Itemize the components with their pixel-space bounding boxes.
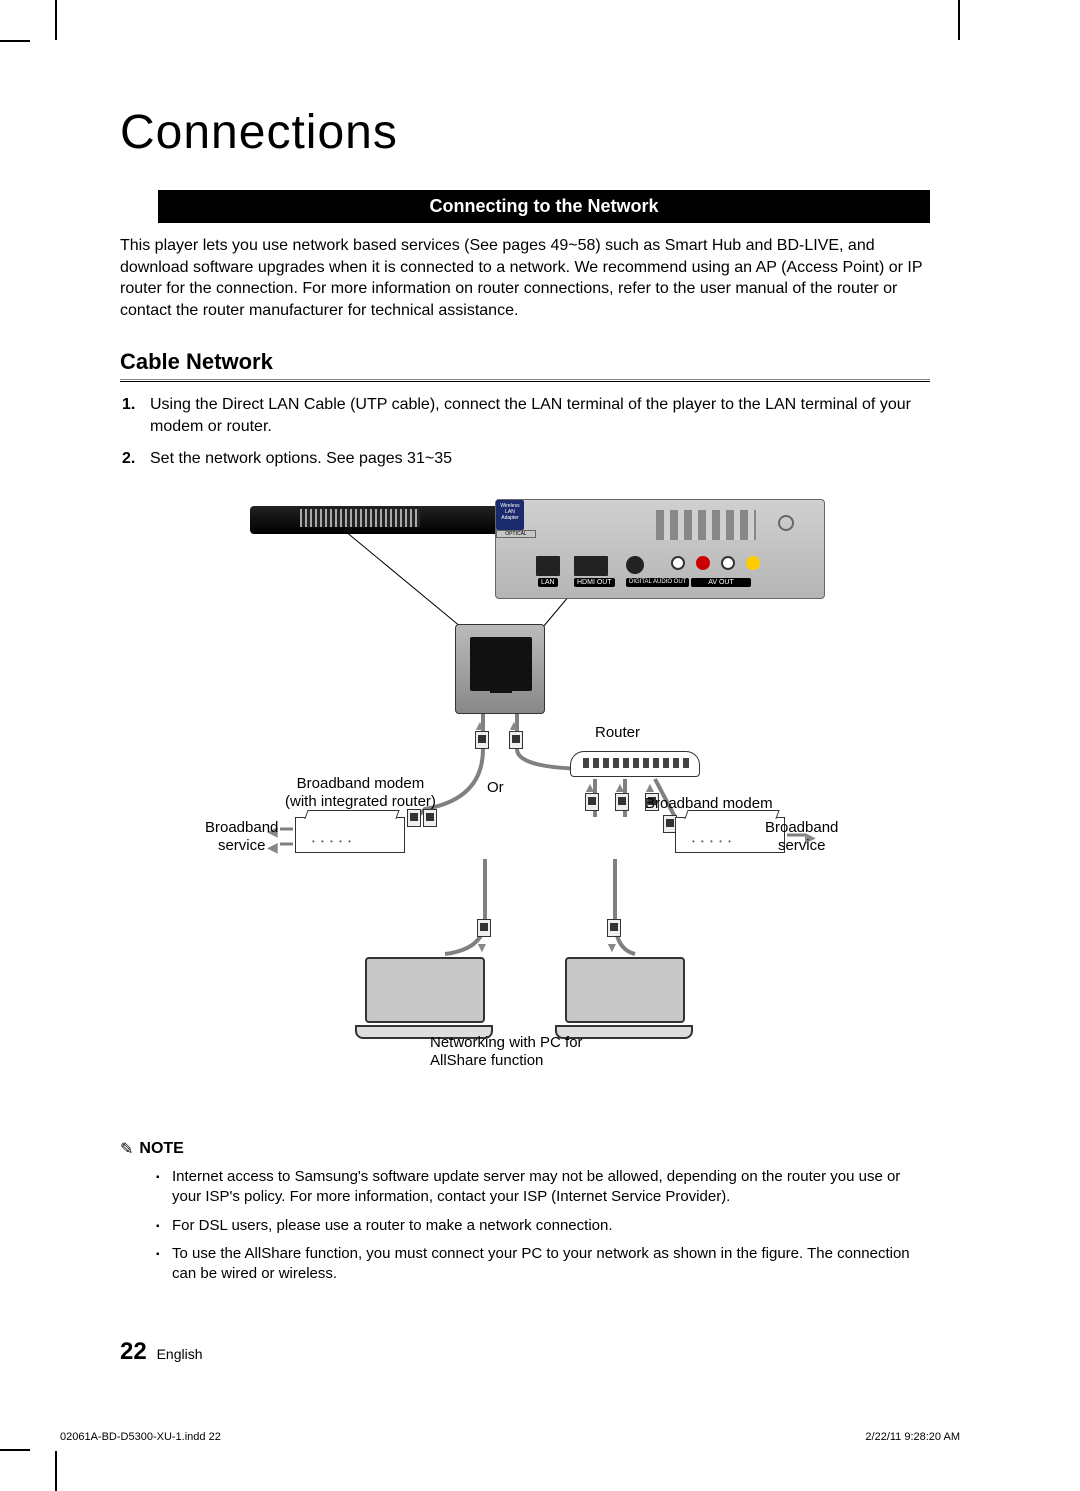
arrow-icon: ▲ (473, 717, 487, 733)
page-content: Connections Connecting to the Network Th… (120, 105, 930, 1292)
broadband-service-label: Broadband service (765, 819, 838, 855)
crop-mark (0, 40, 30, 42)
rj45-connector-icon (475, 731, 489, 749)
or-label: Or (487, 779, 504, 796)
note-icon: ✎ (120, 1139, 133, 1159)
lan-port-icon (536, 556, 560, 576)
print-time-info: 2/22/11 9:28:20 AM (865, 1431, 960, 1443)
lan-notch (490, 683, 512, 693)
rj45-connector-icon (607, 919, 621, 937)
digital-audio-port-icon (626, 556, 644, 574)
power-button-icon (778, 515, 794, 531)
wlan-adapter-port: Wireless LAN Adapter (496, 500, 524, 530)
networking-pc-label: Networking with PC for AllShare function (430, 1034, 583, 1070)
vent-grill (656, 510, 756, 540)
step-item: 1.Using the Direct LAN Cable (UTP cable)… (150, 394, 930, 437)
intro-text: This player lets you use network based s… (120, 235, 930, 321)
step-item: 2.Set the network options. See pages 31~… (150, 448, 930, 470)
broadband-service-label: Broadband service (205, 819, 278, 855)
broadband-modem-label: Broadband modem (645, 795, 773, 812)
page-language: English (157, 1346, 203, 1362)
av-out-label: AV OUT (691, 578, 751, 587)
rj45-connector-icon (477, 919, 491, 937)
page-footer: 22 English (120, 1338, 203, 1366)
note-item: For DSL users, please use a router to ma… (160, 1216, 930, 1236)
step-text: Set the network options. See pages 31~35 (150, 450, 452, 467)
arrow-icon: ▲ (583, 779, 597, 795)
arrow-icon: ▼ (605, 939, 619, 955)
router-icon (570, 751, 700, 777)
hdmi-port-icon (574, 556, 608, 576)
note-item: Internet access to Samsung's software up… (160, 1167, 930, 1208)
crop-mark (0, 1449, 30, 1451)
rj45-connector-icon (407, 809, 421, 827)
arrow-icon: ▲ (643, 779, 657, 795)
page-title: Connections (120, 105, 930, 160)
note-heading: ✎ NOTE (120, 1139, 930, 1159)
rj45-connector-icon (423, 809, 437, 827)
steps-list: 1. Using the Direct LAN Cable (UTP cable)… (120, 394, 930, 469)
network-diagram: Wireless LAN Adapter OPTICAL LAN HDMI OU… (165, 499, 885, 1119)
step-number: 1. (122, 394, 135, 416)
step-text: Using the Direct LAN Cable (UTP cable), … (150, 396, 911, 435)
wlan-label: Wireless LAN Adapter (500, 503, 519, 521)
note-item: To use the AllShare function, you must c… (160, 1244, 930, 1285)
hdmi-label: HDMI OUT (574, 578, 615, 587)
divider (120, 381, 930, 382)
note-label: NOTE (139, 1140, 183, 1158)
optical-label: OPTICAL (496, 530, 536, 538)
modem-integrated-icon: • • • • • (295, 817, 405, 853)
print-file-info: 02061A-BD-D5300-XU-1.indd 22 (60, 1431, 221, 1443)
notes-list: Internet access to Samsung's software up… (120, 1167, 930, 1284)
modem-leds: • • • • • (692, 837, 733, 846)
rj45-connector-icon (615, 793, 629, 811)
page-number: 22 (120, 1338, 147, 1365)
digital-audio-label: DIGITAL AUDIO OUT (626, 578, 689, 587)
broadband-modem-integrated-label: Broadband modem (with integrated router) (285, 775, 436, 811)
crop-mark (958, 0, 960, 40)
arrow-icon: ▲ (613, 779, 627, 795)
audio-r-port-icon (696, 556, 710, 570)
player-back-panel: Wireless LAN Adapter OPTICAL LAN HDMI OU… (495, 499, 825, 599)
crop-mark (55, 1451, 57, 1491)
rj45-connector-icon (585, 793, 599, 811)
video-port-icon (746, 556, 760, 570)
lan-port-zoom-icon (455, 624, 545, 714)
modem-leds: • • • • • (312, 837, 353, 846)
step-number: 2. (122, 448, 135, 470)
router-label: Router (595, 724, 640, 741)
lan-label: LAN (538, 578, 558, 587)
section-banner: Connecting to the Network (158, 190, 930, 223)
arrow-icon: ▲ (507, 717, 521, 733)
rj45-connector-icon (509, 731, 523, 749)
audio-l-port-icon (671, 556, 685, 570)
lan-pins (480, 643, 522, 653)
player-front-icon (250, 506, 510, 534)
video-port-icon (721, 556, 735, 570)
subheading: Cable Network (120, 349, 930, 375)
arrow-icon: ▼ (475, 939, 489, 955)
crop-mark (55, 0, 57, 40)
